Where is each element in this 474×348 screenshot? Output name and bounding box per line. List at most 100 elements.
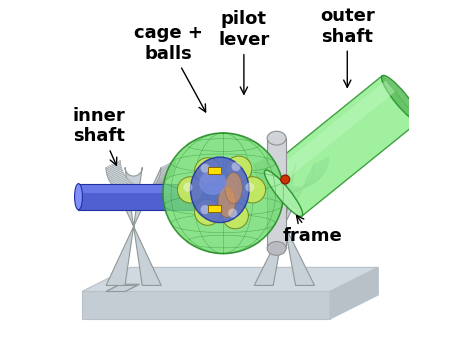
Polygon shape — [295, 184, 311, 192]
Polygon shape — [160, 167, 175, 176]
Polygon shape — [254, 157, 269, 166]
Polygon shape — [330, 267, 378, 319]
Polygon shape — [258, 172, 273, 180]
Polygon shape — [118, 183, 134, 191]
Polygon shape — [307, 175, 323, 183]
Polygon shape — [265, 180, 282, 189]
Circle shape — [163, 133, 283, 254]
Polygon shape — [313, 163, 328, 172]
Polygon shape — [156, 175, 171, 184]
Polygon shape — [300, 181, 316, 190]
Ellipse shape — [218, 187, 235, 218]
Ellipse shape — [199, 171, 227, 195]
Ellipse shape — [382, 76, 420, 122]
Text: frame: frame — [283, 216, 343, 245]
Polygon shape — [272, 184, 289, 192]
Polygon shape — [314, 161, 329, 170]
Polygon shape — [161, 162, 175, 171]
Polygon shape — [155, 177, 170, 185]
Polygon shape — [289, 186, 306, 194]
Polygon shape — [158, 171, 173, 179]
Polygon shape — [314, 159, 329, 168]
Circle shape — [222, 203, 248, 229]
Polygon shape — [313, 164, 328, 174]
Polygon shape — [129, 188, 146, 195]
Polygon shape — [108, 169, 123, 178]
Polygon shape — [269, 183, 285, 191]
Polygon shape — [106, 167, 161, 285]
Polygon shape — [267, 138, 286, 248]
Polygon shape — [106, 164, 121, 173]
Polygon shape — [285, 187, 302, 194]
Polygon shape — [157, 174, 172, 182]
Polygon shape — [119, 184, 136, 192]
Polygon shape — [106, 160, 120, 169]
Polygon shape — [151, 181, 167, 189]
Polygon shape — [255, 164, 270, 174]
Polygon shape — [293, 185, 309, 193]
Circle shape — [226, 156, 252, 182]
Polygon shape — [255, 161, 269, 170]
Polygon shape — [280, 187, 296, 194]
Polygon shape — [263, 178, 279, 186]
Ellipse shape — [74, 184, 82, 210]
Polygon shape — [259, 173, 275, 182]
Polygon shape — [106, 162, 121, 171]
Polygon shape — [106, 284, 139, 292]
Circle shape — [281, 175, 290, 184]
Polygon shape — [257, 170, 273, 179]
Polygon shape — [107, 165, 121, 174]
Polygon shape — [255, 163, 270, 172]
Circle shape — [183, 183, 192, 192]
Polygon shape — [256, 166, 271, 175]
Polygon shape — [305, 178, 320, 186]
Polygon shape — [274, 185, 290, 193]
Polygon shape — [131, 188, 147, 195]
Polygon shape — [161, 160, 176, 169]
Circle shape — [246, 183, 255, 192]
Ellipse shape — [264, 170, 302, 216]
Polygon shape — [107, 167, 122, 176]
Polygon shape — [310, 172, 325, 180]
Polygon shape — [254, 159, 269, 168]
Polygon shape — [79, 184, 223, 210]
Ellipse shape — [225, 173, 242, 204]
Polygon shape — [256, 168, 272, 177]
Text: pilot
lever: pilot lever — [218, 10, 270, 94]
Polygon shape — [297, 183, 313, 191]
Polygon shape — [82, 292, 330, 319]
Polygon shape — [208, 167, 221, 174]
Polygon shape — [298, 183, 314, 191]
Ellipse shape — [267, 242, 286, 255]
Polygon shape — [117, 182, 132, 190]
Polygon shape — [145, 185, 161, 193]
Polygon shape — [314, 157, 329, 166]
Polygon shape — [113, 178, 128, 187]
Circle shape — [195, 199, 221, 225]
Polygon shape — [301, 180, 318, 189]
Ellipse shape — [191, 157, 249, 223]
Circle shape — [177, 177, 203, 203]
Text: inner
shaft: inner shaft — [73, 107, 126, 165]
Polygon shape — [306, 176, 322, 185]
Polygon shape — [254, 164, 315, 285]
Polygon shape — [260, 175, 276, 183]
Polygon shape — [265, 76, 419, 216]
Polygon shape — [264, 179, 280, 188]
Polygon shape — [161, 164, 175, 173]
Polygon shape — [267, 181, 283, 190]
Polygon shape — [269, 80, 395, 187]
Polygon shape — [278, 186, 294, 194]
Polygon shape — [154, 178, 169, 187]
Polygon shape — [110, 175, 126, 184]
Polygon shape — [303, 179, 319, 188]
Polygon shape — [124, 186, 140, 194]
Polygon shape — [133, 188, 149, 195]
Polygon shape — [283, 187, 300, 194]
Polygon shape — [79, 185, 223, 193]
Polygon shape — [138, 187, 154, 195]
Polygon shape — [287, 187, 304, 194]
Polygon shape — [115, 181, 131, 189]
Polygon shape — [111, 177, 127, 185]
Polygon shape — [146, 184, 163, 192]
